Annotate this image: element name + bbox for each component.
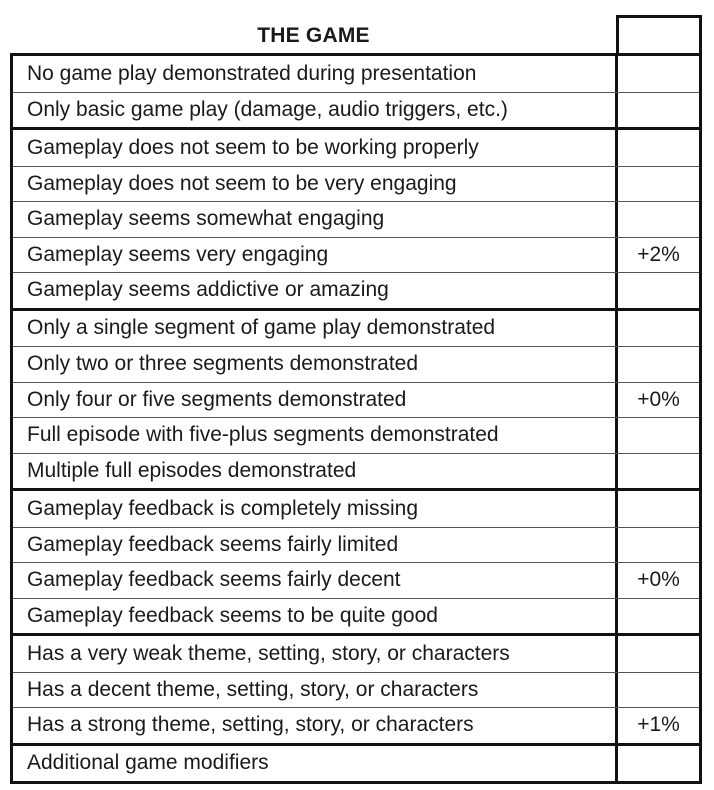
criteria-group: Only a single segment of game play demon… — [10, 310, 702, 491]
table-row: Gameplay feedback is completely missing — [13, 491, 699, 527]
table-row: Only two or three segments demonstrated — [13, 346, 699, 382]
criterion-label: Only a single segment of game play demon… — [27, 316, 496, 340]
criterion-label: Only basic game play (damage, audio trig… — [27, 97, 508, 121]
scoring-table: No game play demonstrated during present… — [10, 53, 702, 784]
table-row: Has a decent theme, setting, story, or c… — [13, 671, 699, 707]
score-cell — [615, 92, 699, 127]
criterion-label: Gameplay does not seem to be working pro… — [27, 135, 479, 159]
score-cell — [615, 310, 699, 346]
criterion-label: Additional game modifiers — [27, 751, 269, 775]
criteria-group: Additional game modifiers — [10, 745, 702, 784]
criterion-label: Gameplay seems somewhat engaging — [27, 207, 385, 231]
criterion-label: Gameplay feedback seems fairly limited — [27, 532, 399, 556]
score-cell — [615, 453, 699, 488]
criteria-group: Gameplay does not seem to be working pro… — [10, 130, 702, 311]
criterion-label: Full episode with five-plus segments dem… — [27, 423, 499, 447]
table-row: Gameplay seems addictive or amazing — [13, 272, 699, 308]
criterion-label: Only four or five segments demonstrated — [27, 387, 407, 411]
table-title: THE GAME — [257, 24, 370, 47]
score-cell — [615, 202, 699, 237]
score-cell — [615, 56, 699, 92]
criterion-label: Gameplay feedback seems to be quite good — [27, 603, 438, 627]
score-cell — [615, 491, 699, 527]
score-cell — [615, 636, 699, 672]
table-row: Gameplay feedback seems fairly limited — [13, 526, 699, 562]
table-row: Has a very weak theme, setting, story, o… — [13, 636, 699, 672]
criterion-label: Gameplay feedback is completely missing — [27, 496, 419, 520]
score-cell: +1% — [615, 708, 699, 743]
criterion-label: Gameplay seems addictive or amazing — [27, 278, 389, 302]
score-cell — [615, 598, 699, 633]
criterion-label: Gameplay seems very engaging — [27, 242, 329, 266]
table-row: Gameplay seems very engaging +2% — [13, 236, 699, 272]
criterion-label: Gameplay does not seem to be very engagi… — [27, 171, 457, 195]
table-row: Gameplay feedback seems fairly decent +0% — [13, 562, 699, 598]
table-row: Gameplay feedback seems to be quite good — [13, 597, 699, 633]
table-row: Multiple full episodes demonstrated — [13, 452, 699, 488]
title-score-cell — [616, 15, 702, 53]
criterion-label: Only two or three segments demonstrated — [27, 352, 419, 376]
criteria-group: Has a very weak theme, setting, story, o… — [10, 636, 702, 746]
score-cell — [615, 347, 699, 382]
criteria-group: Gameplay feedback is completely missing G… — [10, 491, 702, 636]
score-cell: +0% — [615, 563, 699, 598]
table-row: Gameplay does not seem to be working pro… — [13, 130, 699, 166]
table-row: Only four or five segments demonstrated +… — [13, 381, 699, 417]
criterion-label: Has a decent theme, setting, story, or c… — [27, 677, 479, 701]
score-cell — [615, 527, 699, 562]
table-row: Has a strong theme, setting, story, or c… — [13, 707, 699, 743]
score-cell — [615, 130, 699, 166]
score-cell: +0% — [615, 382, 699, 417]
table-row: No game play demonstrated during present… — [13, 56, 699, 92]
score-cell — [615, 672, 699, 707]
criterion-label: No game play demonstrated during present… — [27, 61, 477, 85]
criterion-label: Has a very weak theme, setting, story, o… — [27, 641, 510, 665]
table-row: Gameplay seems somewhat engaging — [13, 201, 699, 237]
table-row: Additional game modifiers — [13, 745, 699, 781]
table-row: Full episode with five-plus segments dem… — [13, 417, 699, 453]
criteria-group: No game play demonstrated during present… — [10, 53, 702, 130]
table-row: Only a single segment of game play demon… — [13, 310, 699, 346]
score-cell — [615, 418, 699, 453]
score-cell — [615, 166, 699, 201]
table-row: Gameplay does not seem to be very engagi… — [13, 165, 699, 201]
score-cell — [615, 745, 699, 781]
table-row: Only basic game play (damage, audio trig… — [13, 91, 699, 127]
score-cell: +2% — [615, 237, 699, 272]
criterion-label: Has a strong theme, setting, story, or c… — [27, 713, 474, 737]
score-cell — [615, 273, 699, 308]
criterion-label: Gameplay feedback seems fairly decent — [27, 568, 401, 592]
criterion-label: Multiple full episodes demonstrated — [27, 458, 357, 482]
